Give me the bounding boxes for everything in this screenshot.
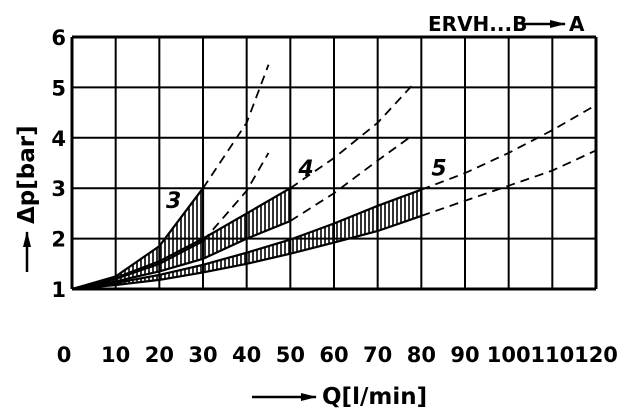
chart-title-target: A	[569, 12, 585, 36]
x-axis-label: Q[l/min]	[252, 384, 427, 410]
curve-5-upper-ext	[420, 104, 597, 191]
curve-labels: 3 4 5	[166, 157, 447, 214]
x-tick-label: 50	[276, 343, 305, 367]
grid	[70, 35, 598, 291]
x-tick-label: 40	[232, 343, 261, 367]
y-tick-label: 2	[51, 228, 66, 252]
curve-3-upper-ext	[202, 64, 270, 189]
x-tick-label: 60	[319, 343, 348, 367]
y-tick-label: 3	[51, 177, 66, 201]
y-tick-label: 1	[51, 278, 66, 302]
x-tick-label: 110	[530, 343, 574, 367]
curve-5-lower-ext	[421, 149, 597, 217]
chart-title-text: ERVH...B	[428, 12, 527, 36]
x-tick-label: 0	[57, 343, 72, 367]
curve-4-lower	[71, 219, 291, 291]
x-tick-labels: 0 10 20 30 40 50 60 70 80 90 100 110 120	[57, 343, 618, 367]
curve-4-upper-ext	[289, 84, 414, 189]
curve-label-3: 3	[166, 189, 181, 214]
y-axis-label: Δp[bar]	[14, 125, 40, 272]
x-tick-label: 70	[363, 343, 392, 367]
curve-4-upper	[71, 187, 291, 291]
y-tick-label: 5	[51, 76, 66, 100]
x-tick-label: 10	[101, 343, 130, 367]
curve-3-lower-ext	[202, 152, 270, 242]
x-tick-label: 100	[487, 343, 531, 367]
curves	[71, 64, 597, 291]
curve-4-lower-ext	[289, 134, 414, 222]
x-tick-label: 120	[574, 343, 618, 367]
y-tick-label: 6	[51, 26, 66, 50]
curve-5-lower	[71, 214, 422, 291]
curve-label-5: 5	[431, 157, 446, 182]
x-axis-label-text: Q[l/min]	[322, 384, 427, 410]
chart-title: ERVH...B A	[428, 12, 585, 36]
y-tick-label: 4	[51, 127, 66, 151]
y-tick-labels: 1 2 3 4 5 6	[51, 26, 66, 302]
y-axis-label-text: Δp[bar]	[14, 125, 40, 224]
x-tick-label: 90	[450, 343, 479, 367]
x-tick-label: 80	[407, 343, 436, 367]
curve-5-upper	[71, 188, 422, 291]
curve-label-4: 4	[297, 157, 313, 182]
x-tick-label: 20	[145, 343, 174, 367]
x-tick-label: 30	[188, 343, 217, 367]
